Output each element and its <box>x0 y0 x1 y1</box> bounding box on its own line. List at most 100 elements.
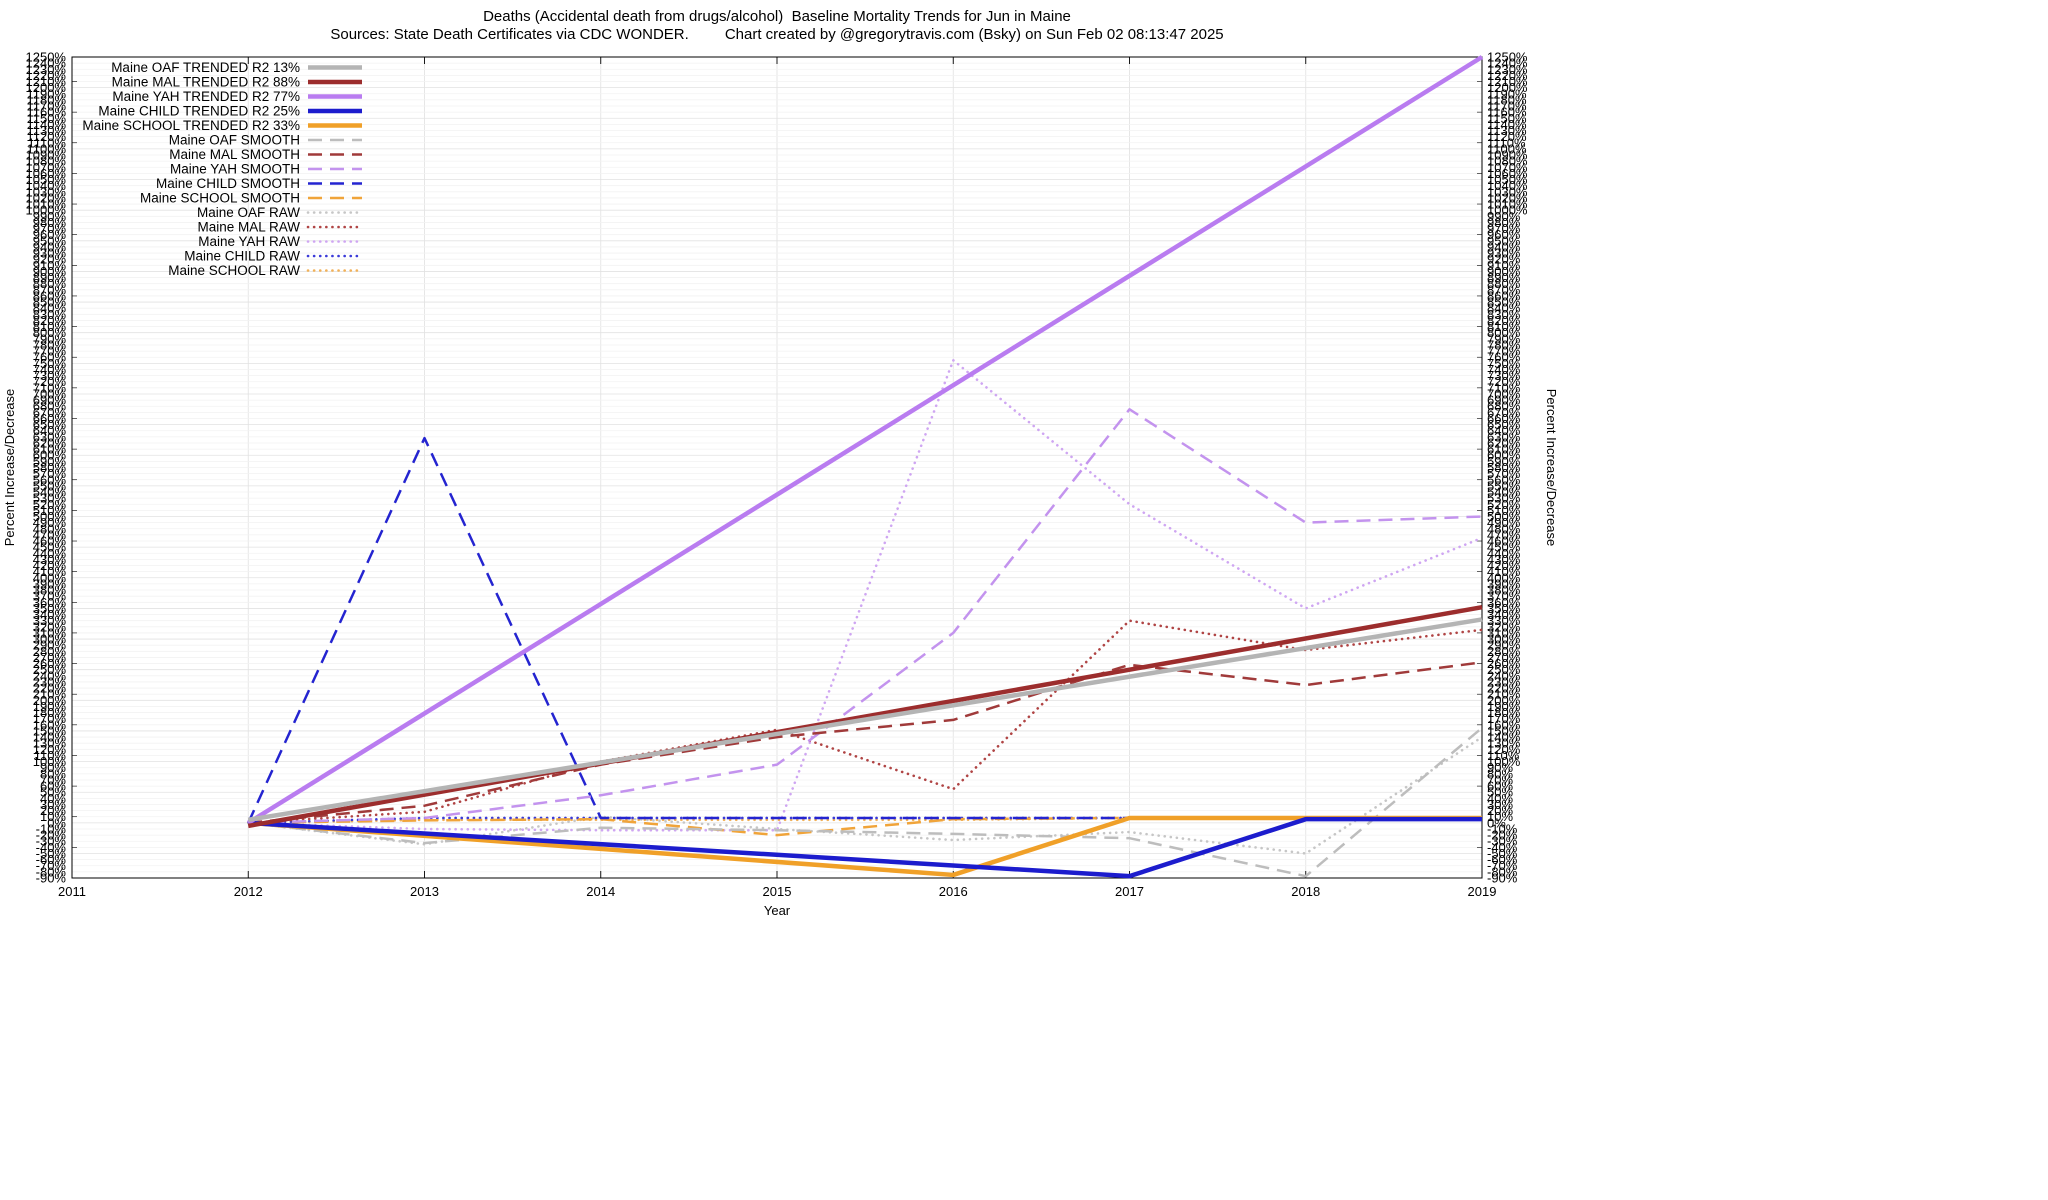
y-tick-label-right: 880% <box>1487 276 1521 291</box>
y-tick-label-right: 160% <box>1487 717 1521 732</box>
y-tick-label-left: 640% <box>33 423 67 438</box>
x-axis-tick-labels: 2011 2012 2013 2014 2015 2016 2017 2018 2019 <box>58 884 1496 899</box>
y-tick-label-left: -20% <box>36 828 67 843</box>
y-tick-label-left: 880% <box>33 276 67 291</box>
y-tick-label-right: 290% <box>1487 638 1521 653</box>
y-tick-label-left: 860% <box>33 288 67 303</box>
series-line-child_trended <box>248 816 1482 879</box>
y-tick-label-right: 110% <box>1487 748 1520 763</box>
y-tick-label-left: 1010% <box>26 197 67 212</box>
y-tick-label-right: 390% <box>1487 576 1521 591</box>
y-tick-label-right: 280% <box>1487 644 1521 659</box>
y-tick-label-left: 360% <box>33 595 67 610</box>
y-tick-label-left: 1250% <box>26 50 67 65</box>
y-tick-label-left: 90% <box>40 760 66 775</box>
y-tick-label-left: 450% <box>33 540 67 555</box>
y-tick-label-left: 460% <box>33 534 67 549</box>
y-tick-label-right: 790% <box>1487 331 1521 346</box>
y-tick-label-right: 720% <box>1487 374 1521 389</box>
legend-label-child_smooth: Maine CHILD SMOOTH <box>156 176 300 191</box>
legend-label-oaf_raw: Maine OAF RAW <box>197 205 300 220</box>
y-tick-label-right: -50% <box>1487 846 1518 861</box>
y-tick-label-right: 230% <box>1487 674 1521 689</box>
y-tick-label-right: 430% <box>1487 552 1521 567</box>
y-tick-label-right: 1250% <box>1487 50 1528 65</box>
y-tick-label-left: 1110% <box>27 135 66 150</box>
y-tick-label-right: 780% <box>1487 337 1521 352</box>
y-tick-label-left: 0% <box>47 815 66 830</box>
y-tick-label-left: 830% <box>33 307 67 322</box>
y-tick-label-left: 620% <box>33 435 67 450</box>
y-tick-label-right: 1190% <box>1487 86 1527 101</box>
y-tick-label-right: 810% <box>1487 319 1521 334</box>
y-tick-label-right: 750% <box>1487 356 1521 371</box>
y-tick-label-right: 700% <box>1487 386 1521 401</box>
y-tick-label-left: 540% <box>33 485 67 500</box>
y-tick-label-right: 250% <box>1487 662 1521 677</box>
y-tick-label-right: 910% <box>1487 258 1521 273</box>
x-tick-label: 2011 <box>58 884 86 899</box>
y-tick-label-right: 120% <box>1487 742 1521 757</box>
y-tick-label-left: 900% <box>33 264 67 279</box>
y-tick-label-left: 760% <box>33 350 67 365</box>
y-tick-label-right: 270% <box>1487 650 1521 665</box>
y-tick-label-left: 290% <box>33 638 67 653</box>
y-tick-label-left: 960% <box>33 227 67 242</box>
y-tick-label-right: 170% <box>1487 711 1521 726</box>
y-tick-label-right: 930% <box>1487 246 1521 261</box>
y-tick-label-right: 900% <box>1487 264 1521 279</box>
y-tick-label-left: 1190% <box>26 86 66 101</box>
y-tick-label-left: 1020% <box>26 190 67 205</box>
y-tick-label-right: 320% <box>1487 619 1521 634</box>
y-tick-label-left: 530% <box>33 491 67 506</box>
y-tick-label-right: 590% <box>1487 454 1521 469</box>
y-tick-label-left: 420% <box>33 558 67 573</box>
y-tick-label-right: 1200% <box>1487 80 1528 95</box>
y-tick-label-right: 1090% <box>1487 148 1528 163</box>
legend-label-yah_raw: Maine YAH RAW <box>198 234 300 249</box>
y-tick-label-right: 610% <box>1487 442 1521 457</box>
y-tick-label-left: 100% <box>33 754 67 769</box>
y-tick-label-right: 80% <box>1487 766 1513 781</box>
y-tick-label-right: 90% <box>1487 760 1513 775</box>
y-tick-label-right: 240% <box>1487 668 1521 683</box>
legend-label-school_raw: Maine SCHOOL RAW <box>168 263 300 278</box>
y-tick-label-left: 1170% <box>26 99 66 114</box>
y-tick-label-right: 980% <box>1487 215 1521 230</box>
y-tick-label-right: 540% <box>1487 485 1521 500</box>
y-tick-label-right: 680% <box>1487 399 1521 414</box>
y-tick-label-left: -70% <box>36 858 67 873</box>
legend-label-oaf_trended: Maine OAF TRENDED R2 13% <box>111 60 300 75</box>
y-tick-label-right: 400% <box>1487 570 1521 585</box>
x-tick-label: 2017 <box>1115 884 1144 899</box>
y-tick-label-left: 1140% <box>26 117 66 132</box>
y-tick-label-right: 180% <box>1487 705 1521 720</box>
y-tick-label-left: 480% <box>33 521 67 536</box>
y-tick-label-right: 450% <box>1487 540 1521 555</box>
y-tick-label-right: 1240% <box>1487 56 1528 71</box>
y-tick-label-left: 740% <box>33 362 67 377</box>
y-tick-label-left: 750% <box>33 356 67 371</box>
y-tick-label-right: 1130% <box>1487 123 1527 138</box>
y-tick-label-right: 650% <box>1487 417 1521 432</box>
y-tick-label-left: 180% <box>33 705 67 720</box>
y-tick-label-left: 70% <box>40 772 66 787</box>
y-tick-label-right: 990% <box>1487 209 1521 224</box>
y-tick-label-right: 530% <box>1487 491 1521 506</box>
y-tick-label-left: 260% <box>33 656 67 671</box>
y-tick-label-right: 330% <box>1487 613 1521 628</box>
y-tick-label-left: 870% <box>33 282 67 297</box>
y-tick-label-right: 640% <box>1487 423 1521 438</box>
y-tick-label-left: 310% <box>33 625 67 640</box>
y-tick-label-left: 720% <box>33 374 67 389</box>
y-tick-label-left: 690% <box>33 393 67 408</box>
y-tick-label-right: 1050% <box>1487 172 1528 187</box>
x-axis-label: Year <box>764 903 791 918</box>
y-tick-label-left: 220% <box>33 681 67 696</box>
y-tick-label-right: 1100% <box>1487 141 1527 156</box>
y-tick-label-left: 230% <box>33 674 67 689</box>
y-tick-label-left: 60% <box>40 779 66 794</box>
y-tick-label-right: 520% <box>1487 497 1521 512</box>
y-tick-label-left: 1180% <box>26 92 66 107</box>
